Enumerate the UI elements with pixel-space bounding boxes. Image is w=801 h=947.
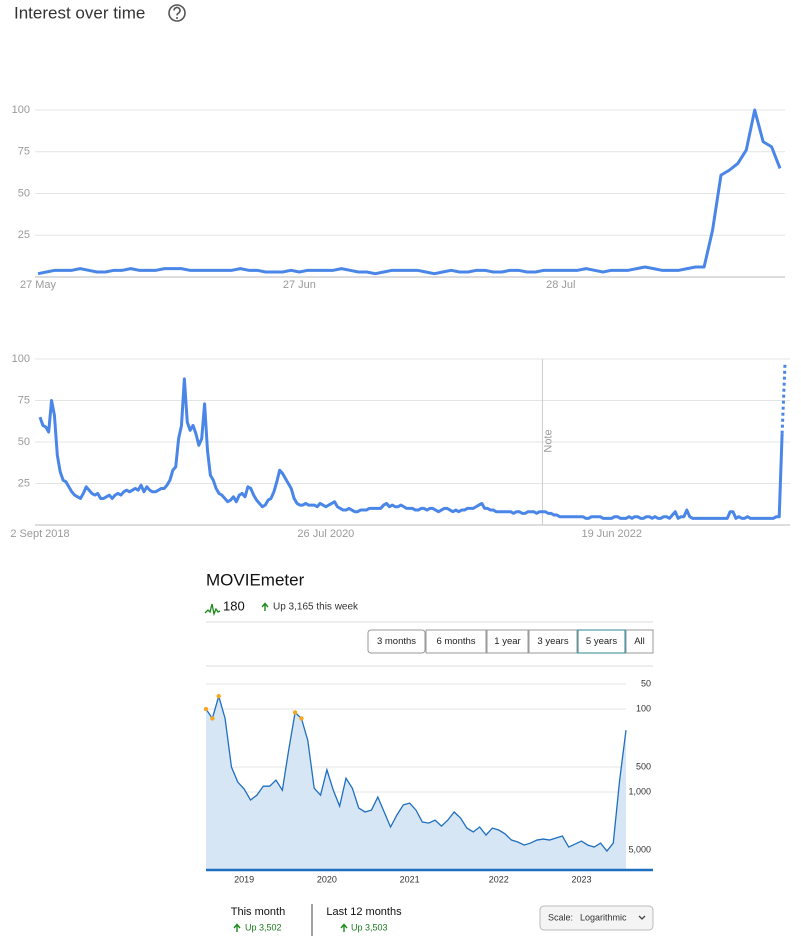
y-tick-label: 75 xyxy=(18,146,30,158)
x-tick-label: 27 Jun xyxy=(283,279,316,291)
x-tick-label: 2021 xyxy=(400,874,420,884)
range-button-box xyxy=(577,629,626,654)
up-arrow xyxy=(233,923,241,932)
x-tick-label: 28 Jul xyxy=(546,279,575,291)
range-button[interactable]: 3 years xyxy=(528,629,578,654)
y-tick-label: 1,000 xyxy=(628,786,651,796)
range-button-label: 1 year xyxy=(494,636,520,647)
stat-change: Up 3,502 xyxy=(245,922,282,932)
highlight-point xyxy=(299,716,304,721)
range-button[interactable]: All xyxy=(625,629,654,654)
up-arrow xyxy=(340,923,348,932)
range-button-label: 3 months xyxy=(377,636,416,647)
range-button-box xyxy=(425,629,487,654)
stat-label: Last 12 months xyxy=(326,906,402,918)
range-button[interactable]: 3 months xyxy=(367,629,426,654)
highlight-point xyxy=(292,710,298,715)
chart-title: Interest over time xyxy=(14,3,145,22)
stat-change: Up 3,503 xyxy=(351,922,388,932)
range-button-label: All xyxy=(634,636,645,647)
range-button-box xyxy=(528,629,578,654)
y-tick-label: 5,000 xyxy=(628,844,651,854)
range-button-box xyxy=(625,629,654,654)
line xyxy=(38,377,784,520)
x-tick-label: 2020 xyxy=(317,874,337,884)
highlight-point xyxy=(210,716,215,721)
trend-icon xyxy=(204,603,221,617)
line xyxy=(205,693,627,853)
line xyxy=(37,108,782,276)
scale-value: Logarithmic xyxy=(580,912,627,922)
y-tick-label: 75 xyxy=(18,394,30,406)
y-tick-label: 500 xyxy=(636,761,651,771)
range-button-label: 3 years xyxy=(537,636,568,647)
range-button[interactable]: 1 year xyxy=(486,629,529,654)
rank-change: Up 3,165 this week xyxy=(273,602,359,613)
highlight-point xyxy=(203,706,209,712)
x-tick-label: 19 Jun 2022 xyxy=(581,528,642,540)
range-button-label: 5 years xyxy=(586,636,617,647)
range-button[interactable]: 6 months xyxy=(425,629,487,654)
x-tick-label: 26 Jul 2020 xyxy=(297,528,354,540)
y-tick-label: 50 xyxy=(641,678,651,688)
x-tick-label: 2 Sept 2018 xyxy=(10,528,69,540)
chart-title: MOVIEmeter xyxy=(206,570,305,589)
range-button-box xyxy=(367,629,426,654)
y-tick-label: 100 xyxy=(12,353,30,365)
y-tick-label: 50 xyxy=(18,436,30,448)
scale-dropdown[interactable]: Scale: Logarithmic xyxy=(539,905,654,931)
y-tick-label: 100 xyxy=(12,104,30,116)
y-tick-label: 25 xyxy=(18,229,30,241)
rank: 180 xyxy=(223,598,245,613)
range-button-box xyxy=(486,629,529,654)
partial-segment xyxy=(780,363,787,434)
highlight-point xyxy=(216,693,221,699)
area xyxy=(206,696,626,870)
help-icon[interactable] xyxy=(168,4,186,22)
x-tick-label: 2022 xyxy=(489,874,509,884)
range-button-label: 6 months xyxy=(436,636,475,647)
x-tick-label: 2023 xyxy=(571,874,591,884)
y-tick-label: 25 xyxy=(18,477,30,489)
x-tick-label: 2019 xyxy=(234,874,254,884)
range-button[interactable]: 5 years xyxy=(577,629,626,654)
up-arrow xyxy=(261,602,269,611)
stat-label: This month xyxy=(231,906,285,918)
note-label: Note xyxy=(542,429,554,452)
y-tick-label: 100 xyxy=(636,703,651,713)
scale-label: Scale: xyxy=(548,912,573,922)
x-tick-label: 27 May xyxy=(20,279,57,291)
y-tick-label: 50 xyxy=(18,187,30,199)
